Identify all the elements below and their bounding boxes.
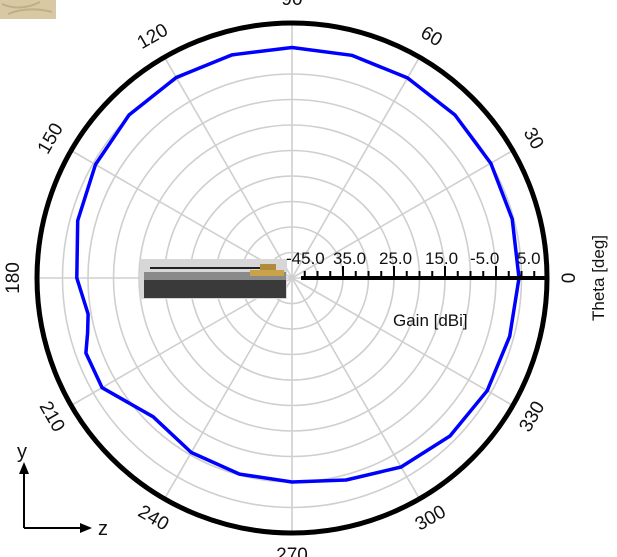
grid-spoke	[70, 149, 293, 279]
grid-spoke	[291, 277, 421, 500]
angle-tick-label: 270	[276, 545, 308, 557]
grid-spoke	[291, 56, 421, 279]
coordinate-axes: y z	[17, 441, 108, 540]
radial-tick-label: -45.0	[286, 249, 325, 268]
grid-spoke	[291, 149, 514, 279]
coordinate-z-label: z	[98, 518, 108, 540]
angle-tick-label: 120	[134, 20, 172, 54]
antenna-photo	[140, 259, 287, 299]
gain-trace	[75, 45, 521, 484]
angle-tick-label: 180	[3, 262, 24, 294]
radial-tick-label: 25.0	[379, 249, 412, 268]
angle-axis-label: Theta [deg]	[589, 235, 608, 321]
grid-spoke	[70, 277, 293, 407]
radial-tick-label: 15.0	[425, 249, 458, 268]
corner-image-texture	[1, 1, 53, 15]
angle-tick-label: 90	[281, 0, 302, 10]
radial-tick-labels: -45.0 35.0 25.0 15.0 -5.0 5.0	[286, 249, 541, 268]
coordinate-y-label: y	[17, 441, 27, 463]
angle-tick-label: 210	[35, 398, 69, 436]
grid-spoke	[291, 277, 514, 407]
angle-tick-label: 150	[34, 120, 68, 158]
radial-tick-label: 35.0	[333, 249, 366, 268]
radial-tick-label: 5.0	[517, 249, 541, 268]
radial-tick-label: -5.0	[470, 249, 499, 268]
grid-spoke	[163, 56, 293, 279]
angle-tick-label: 330	[515, 398, 549, 436]
angle-tick-label: 240	[134, 501, 172, 535]
radial-axis	[301, 266, 548, 280]
angle-tick-label: 0	[559, 273, 580, 284]
angle-tick-label: 300	[412, 501, 450, 535]
angle-tick-label: 30	[519, 124, 548, 153]
grid-spoke	[163, 277, 293, 500]
gain-trace-layer	[75, 45, 521, 484]
angle-tick-label: 60	[417, 22, 446, 51]
radial-axis-label: Gain [dBi]	[393, 311, 468, 330]
